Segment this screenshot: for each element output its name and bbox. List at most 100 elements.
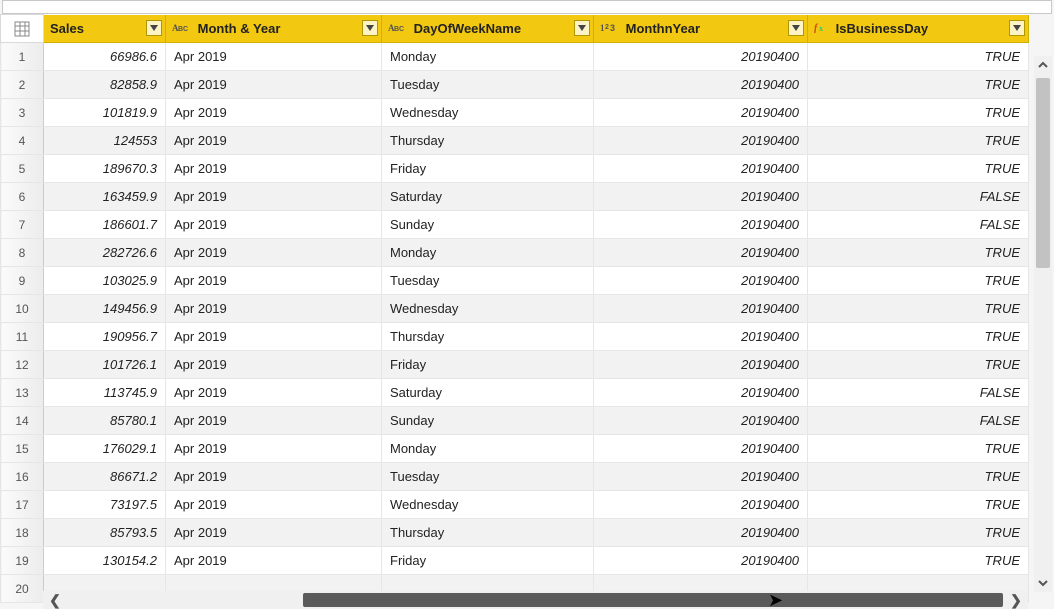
cell-is_business_day[interactable]: FALSE xyxy=(808,379,1029,407)
cell-day_of_week[interactable]: Thursday xyxy=(382,127,594,155)
table-row[interactable]: 12101726.1Apr 2019Friday20190400TRUE xyxy=(1,351,1029,379)
cell-month_year[interactable]: Apr 2019 xyxy=(166,463,382,491)
row-number-cell[interactable]: 18 xyxy=(1,519,44,547)
row-number-cell[interactable]: 5 xyxy=(1,155,44,183)
cell-month_n_year[interactable]: 20190400 xyxy=(594,183,808,211)
cell-sales[interactable]: 186601.7 xyxy=(44,211,166,239)
cell-month_year[interactable]: Apr 2019 xyxy=(166,155,382,183)
cell-day_of_week[interactable]: Saturday xyxy=(382,183,594,211)
filter-dropdown-button[interactable] xyxy=(1009,20,1025,36)
cell-day_of_week[interactable]: Saturday xyxy=(382,379,594,407)
cell-day_of_week[interactable]: Sunday xyxy=(382,211,594,239)
cell-sales[interactable]: 113745.9 xyxy=(44,379,166,407)
cell-is_business_day[interactable]: TRUE xyxy=(808,99,1029,127)
cell-sales[interactable]: 190956.7 xyxy=(44,323,166,351)
cell-sales[interactable]: 101819.9 xyxy=(44,99,166,127)
cell-is_business_day[interactable]: TRUE xyxy=(808,463,1029,491)
scroll-right-button[interactable]: ❯ xyxy=(1004,591,1028,609)
table-row[interactable]: 4124553Apr 2019Thursday20190400TRUE xyxy=(1,127,1029,155)
cell-month_n_year[interactable]: 20190400 xyxy=(594,155,808,183)
cell-month_year[interactable]: Apr 2019 xyxy=(166,127,382,155)
column-header-is-business-day[interactable]: f x IsBusinessDay xyxy=(808,15,1029,43)
row-number-cell[interactable]: 9 xyxy=(1,267,44,295)
cell-day_of_week[interactable]: Sunday xyxy=(382,407,594,435)
table-row[interactable]: 6163459.9Apr 2019Saturday20190400FALSE xyxy=(1,183,1029,211)
cell-month_year[interactable]: Apr 2019 xyxy=(166,547,382,575)
cell-day_of_week[interactable]: Friday xyxy=(382,351,594,379)
cell-is_business_day[interactable]: FALSE xyxy=(808,407,1029,435)
cell-month_year[interactable]: Apr 2019 xyxy=(166,407,382,435)
cell-month_year[interactable]: Apr 2019 xyxy=(166,183,382,211)
table-row[interactable]: 11190956.7Apr 2019Thursday20190400TRUE xyxy=(1,323,1029,351)
row-number-cell[interactable]: 19 xyxy=(1,547,44,575)
cell-month_n_year[interactable]: 20190400 xyxy=(594,379,808,407)
cell-month_n_year[interactable]: 20190400 xyxy=(594,519,808,547)
index-header[interactable] xyxy=(1,15,44,43)
row-number-cell[interactable]: 15 xyxy=(1,435,44,463)
cell-month_n_year[interactable]: 20190400 xyxy=(594,239,808,267)
cell-month_year[interactable]: Apr 2019 xyxy=(166,99,382,127)
cell-is_business_day[interactable]: FALSE xyxy=(808,183,1029,211)
row-number-cell[interactable]: 2 xyxy=(1,71,44,99)
cell-day_of_week[interactable]: Wednesday xyxy=(382,99,594,127)
cell-sales[interactable]: 130154.2 xyxy=(44,547,166,575)
cell-sales[interactable]: 282726.6 xyxy=(44,239,166,267)
cell-day_of_week[interactable]: Friday xyxy=(382,547,594,575)
vertical-scrollbar[interactable] xyxy=(1034,56,1052,592)
cell-day_of_week[interactable]: Friday xyxy=(382,155,594,183)
cell-month_n_year[interactable]: 20190400 xyxy=(594,99,808,127)
cell-sales[interactable]: 66986.6 xyxy=(44,43,166,71)
cell-is_business_day[interactable]: TRUE xyxy=(808,127,1029,155)
cell-month_year[interactable]: Apr 2019 xyxy=(166,211,382,239)
cell-sales[interactable]: 149456.9 xyxy=(44,295,166,323)
cell-month_n_year[interactable]: 20190400 xyxy=(594,71,808,99)
cell-day_of_week[interactable]: Tuesday xyxy=(382,463,594,491)
row-number-cell[interactable]: 8 xyxy=(1,239,44,267)
cell-is_business_day[interactable]: FALSE xyxy=(808,211,1029,239)
cell-month_n_year[interactable]: 20190400 xyxy=(594,211,808,239)
cell-is_business_day[interactable]: TRUE xyxy=(808,267,1029,295)
cell-month_year[interactable]: Apr 2019 xyxy=(166,323,382,351)
row-number-cell[interactable]: 6 xyxy=(1,183,44,211)
formula-bar[interactable] xyxy=(2,0,1052,14)
cell-is_business_day[interactable]: TRUE xyxy=(808,295,1029,323)
cell-month_year[interactable]: Apr 2019 xyxy=(166,351,382,379)
scroll-left-button[interactable]: ❮ xyxy=(43,591,67,609)
row-number-cell[interactable]: 17 xyxy=(1,491,44,519)
cell-day_of_week[interactable]: Tuesday xyxy=(382,71,594,99)
cell-month_year[interactable]: Apr 2019 xyxy=(166,43,382,71)
row-number-cell[interactable]: 11 xyxy=(1,323,44,351)
cell-sales[interactable]: 82858.9 xyxy=(44,71,166,99)
table-row[interactable]: 3101819.9Apr 2019Wednesday20190400TRUE xyxy=(1,99,1029,127)
table-row[interactable]: 5189670.3Apr 2019Friday20190400TRUE xyxy=(1,155,1029,183)
cell-is_business_day[interactable]: TRUE xyxy=(808,351,1029,379)
cell-is_business_day[interactable]: TRUE xyxy=(808,239,1029,267)
row-number-cell[interactable]: 16 xyxy=(1,463,44,491)
table-row[interactable]: 10149456.9Apr 2019Wednesday20190400TRUE xyxy=(1,295,1029,323)
vertical-scroll-thumb[interactable] xyxy=(1036,78,1050,268)
cell-day_of_week[interactable]: Wednesday xyxy=(382,491,594,519)
cell-month_year[interactable]: Apr 2019 xyxy=(166,435,382,463)
cell-day_of_week[interactable]: Monday xyxy=(382,239,594,267)
row-number-cell[interactable]: 13 xyxy=(1,379,44,407)
scroll-up-button[interactable] xyxy=(1034,56,1052,74)
filter-dropdown-button[interactable] xyxy=(788,20,804,36)
row-number-cell[interactable]: 20 xyxy=(1,575,44,603)
table-row[interactable]: 9103025.9Apr 2019Tuesday20190400TRUE xyxy=(1,267,1029,295)
cell-month_year[interactable]: Apr 2019 xyxy=(166,267,382,295)
table-row[interactable]: 13113745.9Apr 2019Saturday20190400FALSE xyxy=(1,379,1029,407)
cell-month_year[interactable]: Apr 2019 xyxy=(166,239,382,267)
cell-sales[interactable]: 85793.5 xyxy=(44,519,166,547)
table-row[interactable]: 1773197.5Apr 2019Wednesday20190400TRUE xyxy=(1,491,1029,519)
cell-is_business_day[interactable]: TRUE xyxy=(808,155,1029,183)
cell-is_business_day[interactable]: TRUE xyxy=(808,43,1029,71)
table-row[interactable]: 1485780.1Apr 2019Sunday20190400FALSE xyxy=(1,407,1029,435)
table-row[interactable]: 1686671.2Apr 2019Tuesday20190400TRUE xyxy=(1,463,1029,491)
scroll-down-button[interactable] xyxy=(1034,574,1052,592)
column-header-month-n-year[interactable]: 123 MonthnYear xyxy=(594,15,808,43)
table-row[interactable]: 166986.6Apr 2019Monday20190400TRUE xyxy=(1,43,1029,71)
table-row[interactable]: 15176029.1Apr 2019Monday20190400TRUE xyxy=(1,435,1029,463)
table-row[interactable]: 19130154.2Apr 2019Friday20190400TRUE xyxy=(1,547,1029,575)
cell-day_of_week[interactable]: Thursday xyxy=(382,323,594,351)
cell-sales[interactable]: 85780.1 xyxy=(44,407,166,435)
